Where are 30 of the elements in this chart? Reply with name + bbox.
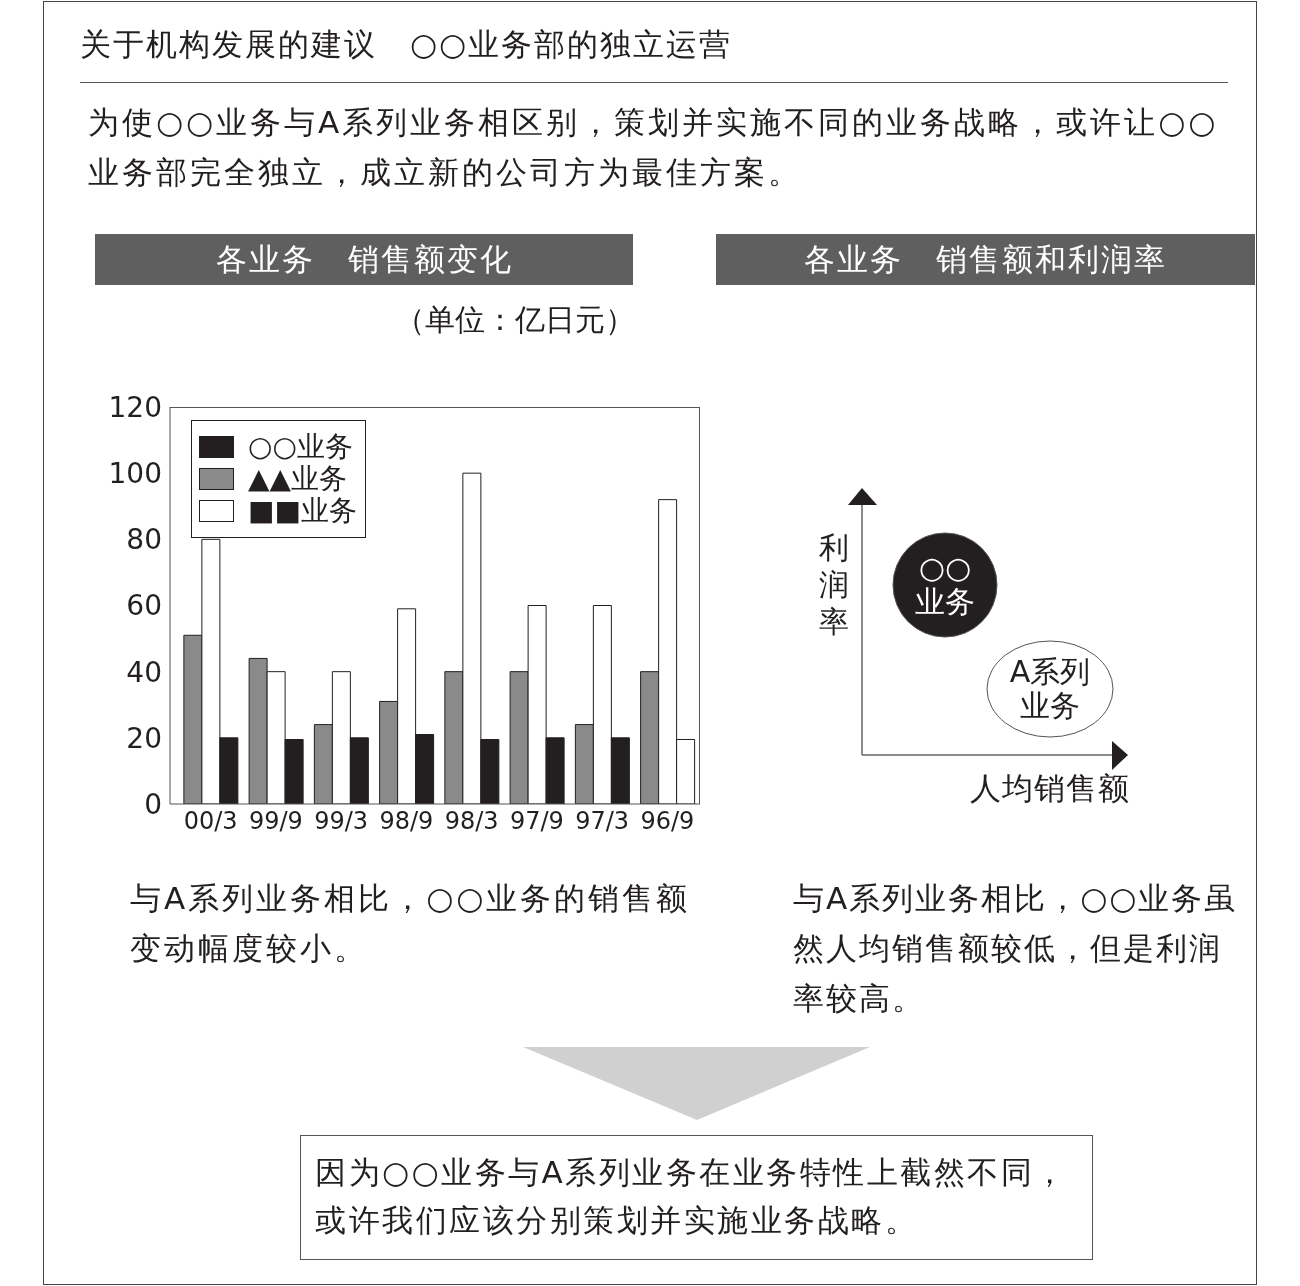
x-tick-label: 96/9 bbox=[640, 807, 695, 836]
chart-title: 各业务 销售额变化 bbox=[215, 240, 513, 279]
x-tick-label: 99/9 bbox=[248, 807, 303, 836]
y-tick-label: 120 bbox=[108, 390, 162, 424]
text: 人均销售额 bbox=[969, 770, 1130, 806]
y-tick-label: 20 bbox=[126, 721, 162, 755]
legend-label: ▲▲业务 bbox=[248, 462, 348, 495]
x-tick-label: 00/3 bbox=[183, 807, 238, 836]
text: 为使○○业务与A系列业务相区别，策划并实施不同的业务战略，或许让○○业务部完全独立，成立新的公司方为最佳方案。 bbox=[88, 103, 1220, 192]
text: 利润率 bbox=[818, 529, 850, 640]
text: 与A系列业务相比，○○业务的销售额变动幅度较小。 bbox=[130, 879, 692, 968]
x-tick-label: 98/3 bbox=[444, 807, 499, 836]
y-tick-label: 60 bbox=[126, 589, 162, 623]
category-label: A系列业务 bbox=[1008, 654, 1092, 723]
text: 各业务 销售额和利润率 bbox=[804, 240, 1167, 279]
y-tick-label: 80 bbox=[126, 523, 162, 557]
legend-label: ○○业务 bbox=[248, 430, 353, 463]
category-label: ○○业务 bbox=[914, 550, 976, 619]
legend-label: ■■业务 bbox=[248, 494, 357, 527]
text: 关于机构发展的建议 ○○业务部的独立运营 bbox=[80, 25, 733, 64]
x-tick-label: 97/9 bbox=[509, 807, 564, 836]
y-tick-label: 0 bbox=[144, 787, 162, 821]
text: 因为○○业务与A系列业务在业务特性上截然不同，或许我们应该分别策划并实施业务战略。 bbox=[315, 1153, 1069, 1240]
x-tick-label: 97/3 bbox=[575, 807, 630, 836]
y-tick-label: 40 bbox=[126, 655, 162, 689]
x-tick-label: 98/9 bbox=[379, 807, 434, 836]
text: 与A系列业务相比，○○业务虽然人均销售额较低，但是利润率较高。 bbox=[793, 879, 1239, 1018]
y-tick-label: 100 bbox=[108, 457, 162, 491]
chart-subtitle: （单位：亿日元） bbox=[394, 302, 635, 338]
x-tick-label: 99/3 bbox=[314, 807, 369, 836]
